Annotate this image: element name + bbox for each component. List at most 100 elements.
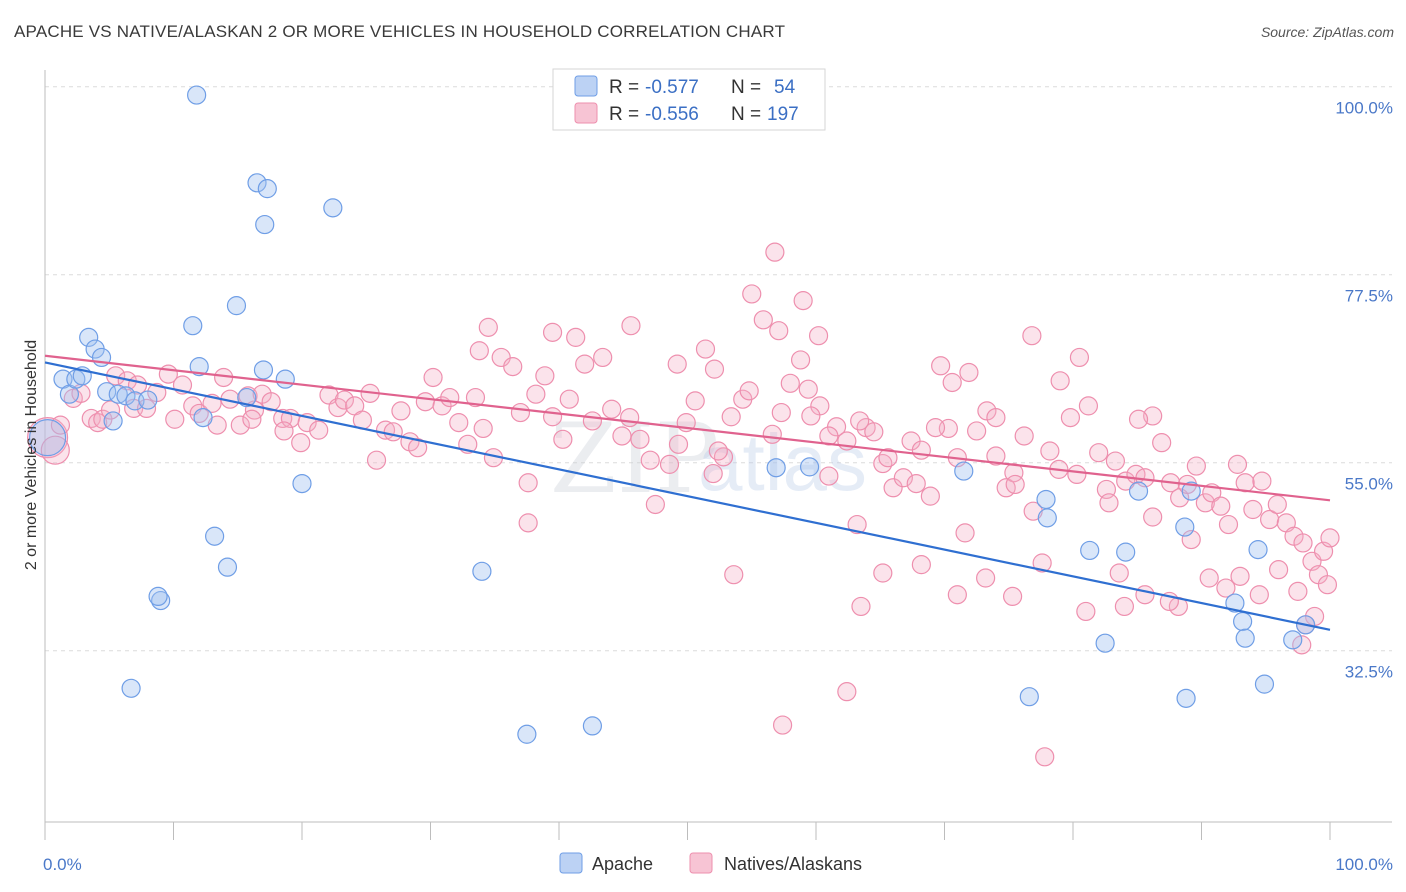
point-natives-35: [328, 397, 348, 418]
point-apache-38: [954, 461, 974, 481]
point-natives-84: [753, 310, 773, 330]
point-apache-37: [799, 457, 820, 477]
point-apache-25: [257, 179, 277, 199]
point-natives-64: [566, 327, 586, 347]
point-natives-179: [1076, 601, 1096, 622]
point-natives-200: [667, 354, 687, 374]
point-apache-34: [517, 724, 537, 744]
point-natives-174: [1268, 560, 1289, 580]
point-natives-65: [575, 354, 595, 374]
point-apache-22: [226, 296, 247, 316]
legend-n-value-natives: 197: [767, 104, 799, 125]
point-apache-20: [205, 526, 225, 546]
point-apache-45: [1128, 481, 1149, 501]
stats-legend-box: [552, 68, 826, 131]
point-apache-9: [103, 411, 123, 431]
trend-natives: [44, 354, 1331, 502]
trend-lines: [44, 354, 1331, 631]
point-natives-172: [1230, 566, 1250, 586]
point-natives-192: [704, 359, 725, 379]
chart-title: APACHE VS NATIVE/ALASKAN 2 OR MORE VEHIC…: [14, 22, 786, 41]
point-natives-170: [1199, 568, 1219, 588]
point-apache-24: [247, 173, 267, 193]
point-natives-193: [518, 513, 538, 533]
legend-n-label-apache: N =: [731, 77, 761, 98]
point-natives-63: [559, 389, 579, 409]
point-natives-199: [621, 316, 641, 336]
point-natives-175: [1288, 581, 1308, 601]
point-apache-30: [323, 198, 343, 218]
axes: [44, 70, 1392, 840]
point-natives-74: [659, 454, 680, 474]
point-apache-39: [1019, 687, 1039, 707]
point-apache-27: [255, 214, 275, 235]
point-natives-158: [959, 362, 979, 383]
point-natives-185: [947, 585, 967, 605]
point-natives-165: [1109, 563, 1129, 583]
point-natives-206: [1035, 747, 1055, 767]
point-apache-11: [116, 386, 136, 406]
y-tick-label-1: 55.0%: [1345, 475, 1393, 494]
point-apache-54: [1283, 630, 1303, 650]
point-natives-122: [1105, 451, 1126, 471]
point-natives-50: [449, 413, 469, 433]
source-label: Source: ZipAtlas.com: [1260, 24, 1394, 40]
point-apache-23: [237, 387, 257, 408]
point-natives-144: [1293, 533, 1313, 553]
legend-n-value-apache: 54: [774, 77, 796, 98]
point-natives-134: [1211, 496, 1231, 516]
point-apache-18: [189, 357, 209, 377]
point-natives-75: [668, 434, 689, 454]
point-natives-203: [769, 321, 789, 341]
point-natives-167: [1143, 507, 1163, 527]
point-natives-131: [1186, 456, 1206, 476]
point-natives-139: [1252, 471, 1272, 491]
point-natives-96: [864, 422, 884, 442]
point-natives-204: [801, 406, 821, 426]
point-natives-36: [334, 390, 355, 410]
x-tick-label-0: 0.0%: [43, 855, 82, 874]
point-natives-101: [911, 440, 931, 460]
legend-r-label-apache: R =: [609, 77, 639, 98]
point-natives-79: [703, 463, 723, 484]
point-natives-71: [630, 429, 650, 449]
point-natives-184: [976, 568, 996, 588]
point-natives-1: [40, 435, 70, 465]
point-natives-56: [503, 357, 523, 377]
point-apache-53: [1254, 674, 1275, 694]
point-natives-138: [1243, 499, 1263, 520]
point-natives-169: [1181, 529, 1201, 550]
point-natives-181: [1135, 585, 1155, 605]
point-apache-40: [1036, 489, 1056, 510]
point-natives-72: [640, 450, 660, 470]
point-apache-8: [97, 382, 117, 402]
point-natives-190: [772, 715, 793, 735]
point-natives-141: [1267, 494, 1287, 515]
point-natives-58: [518, 473, 538, 493]
point-natives-171: [1216, 578, 1236, 598]
point-apache-43: [1095, 633, 1115, 653]
point-natives-164: [1099, 493, 1119, 513]
point-natives-87: [780, 373, 800, 393]
point-natives-60: [535, 366, 555, 386]
point-natives-91: [819, 466, 839, 486]
point-natives-196: [469, 341, 489, 361]
y-axis-label: 2 or more Vehicles in Household: [23, 340, 40, 570]
point-natives-90: [808, 326, 829, 346]
point-natives-160: [1005, 474, 1025, 495]
series-legend: Apache Natives/Alaskans: [559, 852, 862, 874]
legend-r-value-natives: -0.556: [645, 104, 699, 125]
legend-n-label-natives: N =: [731, 104, 761, 125]
point-natives-68: [602, 399, 622, 419]
point-natives-40: [366, 450, 387, 470]
point-natives-115: [1040, 441, 1060, 461]
point-natives-188: [851, 596, 871, 617]
point-apache-0: [28, 419, 67, 457]
point-natives-161: [1022, 326, 1042, 346]
point-natives-103: [931, 356, 951, 376]
point-natives-194: [274, 421, 294, 441]
point-natives-155: [906, 474, 926, 494]
bottom-legend-swatch-natives: [689, 852, 713, 874]
point-natives-62: [553, 429, 573, 449]
point-natives-0: [26, 417, 69, 459]
